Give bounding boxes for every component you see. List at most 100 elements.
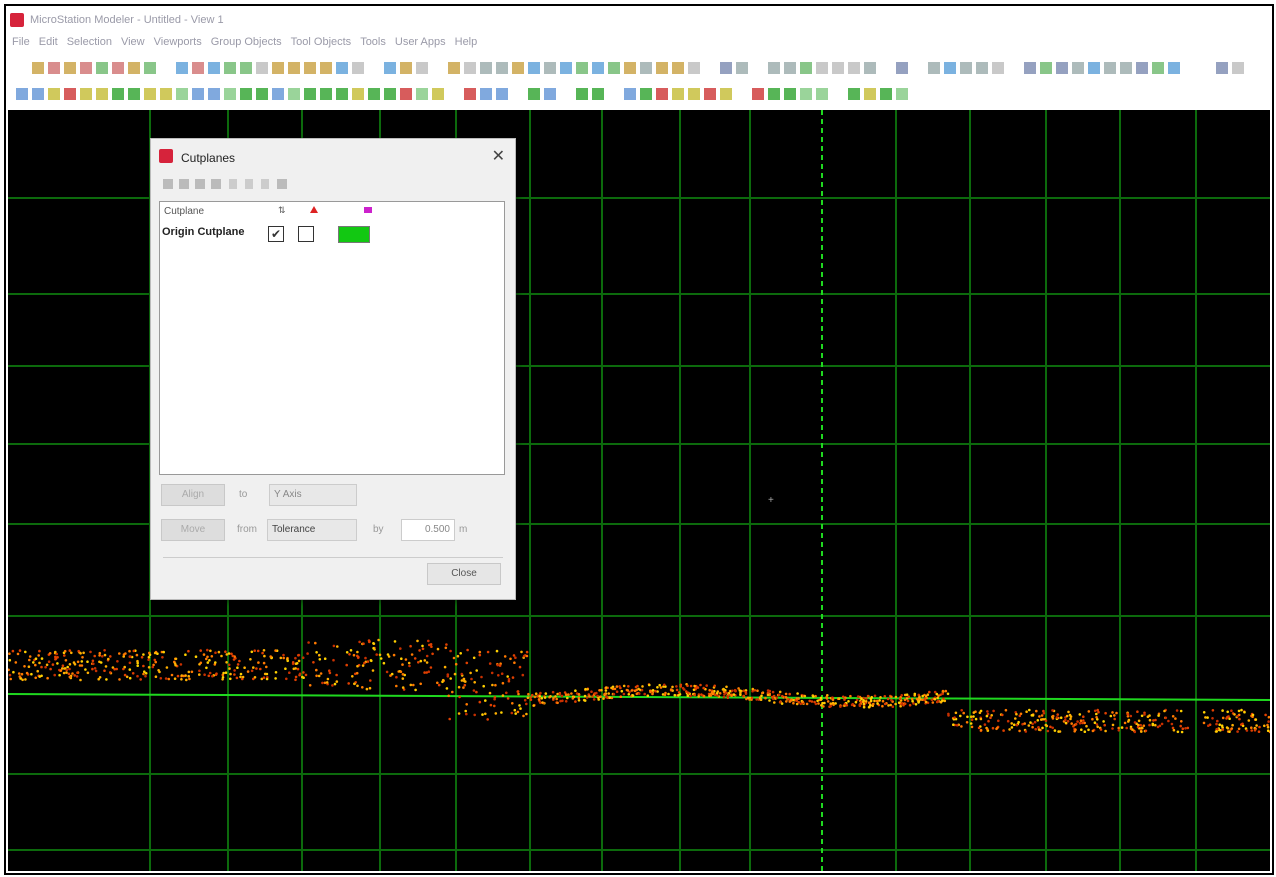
tool-button[interactable]	[1136, 62, 1148, 74]
tool-button[interactable]	[224, 62, 236, 74]
tool-button[interactable]	[192, 62, 204, 74]
tool-button[interactable]	[528, 88, 540, 100]
tool-button[interactable]	[112, 88, 124, 100]
tool-button[interactable]	[144, 88, 156, 100]
tool-button[interactable]	[768, 62, 780, 74]
tool-button[interactable]	[384, 88, 396, 100]
tool-button[interactable]	[464, 62, 476, 74]
menu-item[interactable]: User Apps	[395, 36, 446, 48]
tool-button[interactable]	[784, 88, 796, 100]
tool-button[interactable]	[736, 62, 748, 74]
tool-button[interactable]	[1216, 62, 1228, 74]
tool-button[interactable]	[400, 88, 412, 100]
tool-button[interactable]	[320, 88, 332, 100]
tool-button[interactable]	[1104, 62, 1116, 74]
move-button[interactable]: Move	[161, 519, 225, 541]
tool-button[interactable]	[192, 88, 204, 100]
tool-button[interactable]	[240, 88, 252, 100]
tool-button[interactable]	[832, 62, 844, 74]
tool-button[interactable]	[608, 62, 620, 74]
tool-button[interactable]	[16, 88, 28, 100]
tool-button[interactable]	[672, 62, 684, 74]
tool-button[interactable]	[640, 88, 652, 100]
tool-button[interactable]	[96, 88, 108, 100]
tool-button[interactable]	[320, 62, 332, 74]
tool-button[interactable]	[48, 62, 60, 74]
tool-button[interactable]	[352, 62, 364, 74]
tool-button[interactable]	[64, 88, 76, 100]
tool-button[interactable]	[528, 62, 540, 74]
tool-button[interactable]	[992, 62, 1004, 74]
tool-button[interactable]	[208, 62, 220, 74]
tool-button[interactable]	[64, 62, 76, 74]
tool-button[interactable]	[1168, 62, 1180, 74]
tool-button[interactable]	[656, 62, 668, 74]
menu-item[interactable]: Selection	[67, 36, 112, 48]
tool-button[interactable]	[592, 62, 604, 74]
menu-item[interactable]: Help	[455, 36, 478, 48]
menu-item[interactable]: Edit	[39, 36, 58, 48]
tool-button[interactable]	[704, 88, 716, 100]
tool-button[interactable]	[816, 88, 828, 100]
tool-button[interactable]	[128, 62, 140, 74]
tool-button[interactable]	[624, 62, 636, 74]
tool-button[interactable]	[864, 88, 876, 100]
axis-dropdown[interactable]: Y Axis	[269, 484, 357, 506]
tool-button[interactable]	[224, 88, 236, 100]
close-button[interactable]: Close	[427, 563, 501, 585]
tool-button[interactable]	[400, 62, 412, 74]
tool-button[interactable]	[256, 88, 268, 100]
tool-button[interactable]	[656, 88, 668, 100]
tool-button[interactable]	[880, 88, 892, 100]
tool-button[interactable]	[288, 88, 300, 100]
tool-button[interactable]	[1232, 62, 1244, 74]
tool-button[interactable]	[160, 88, 172, 100]
tool-button[interactable]	[688, 62, 700, 74]
tool-button[interactable]	[800, 88, 812, 100]
tool-button[interactable]	[1024, 62, 1036, 74]
tool-button[interactable]	[176, 62, 188, 74]
tool-button[interactable]	[496, 88, 508, 100]
tool-button[interactable]	[720, 88, 732, 100]
tool-button[interactable]	[480, 62, 492, 74]
tool-button[interactable]	[544, 62, 556, 74]
tool-button[interactable]	[240, 62, 252, 74]
tool-button[interactable]	[272, 62, 284, 74]
tool-button[interactable]	[336, 88, 348, 100]
tool-button[interactable]	[800, 62, 812, 74]
tool-button[interactable]	[752, 88, 764, 100]
tool-button[interactable]	[80, 62, 92, 74]
tool-button[interactable]	[768, 88, 780, 100]
menu-item[interactable]: File	[12, 36, 30, 48]
tool-button[interactable]	[896, 62, 908, 74]
tool-button[interactable]	[48, 88, 60, 100]
tool-button[interactable]	[384, 62, 396, 74]
checkbox[interactable]	[298, 226, 314, 242]
tool-button[interactable]	[1088, 62, 1100, 74]
tool-button[interactable]	[576, 62, 588, 74]
tool-button[interactable]	[432, 88, 444, 100]
tool-button[interactable]	[80, 88, 92, 100]
align-button[interactable]: Align	[161, 484, 225, 506]
tool-button[interactable]	[976, 62, 988, 74]
tool-button[interactable]	[304, 88, 316, 100]
tool-button[interactable]	[672, 88, 684, 100]
tool-button[interactable]	[592, 88, 604, 100]
tool-button[interactable]	[944, 62, 956, 74]
tool-button[interactable]	[848, 88, 860, 100]
tool-button[interactable]	[1120, 62, 1132, 74]
tool-button[interactable]	[896, 88, 908, 100]
tool-button[interactable]	[352, 88, 364, 100]
tool-button[interactable]	[816, 62, 828, 74]
tool-button[interactable]	[128, 88, 140, 100]
tool-button[interactable]	[176, 88, 188, 100]
tool-button[interactable]	[848, 62, 860, 74]
tool-button[interactable]	[304, 62, 316, 74]
menu-item[interactable]: Tool Objects	[291, 36, 352, 48]
tool-button[interactable]	[416, 62, 428, 74]
tool-button[interactable]	[928, 62, 940, 74]
color-swatch[interactable]	[338, 226, 370, 243]
tool-button[interactable]	[624, 88, 636, 100]
tool-button[interactable]	[1152, 62, 1164, 74]
menu-item[interactable]: View	[121, 36, 145, 48]
